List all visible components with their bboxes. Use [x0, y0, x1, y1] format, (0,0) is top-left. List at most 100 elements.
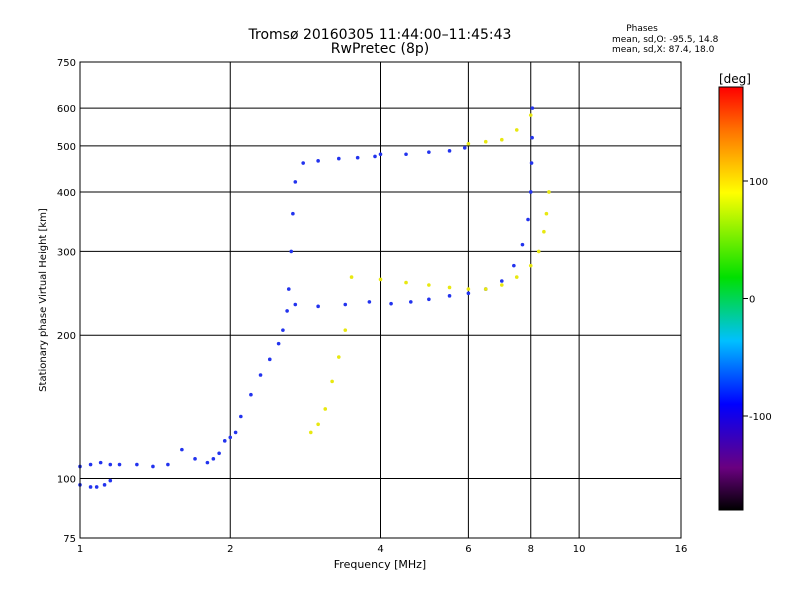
phase-stats-o: mean, sd,O: -95.5, 14.8	[612, 35, 719, 45]
y-tick-label: 500	[57, 142, 76, 153]
data-point	[447, 294, 452, 298]
data-point	[466, 141, 471, 146]
data-point	[291, 211, 295, 216]
data-point	[408, 300, 413, 304]
data-point	[337, 355, 341, 359]
data-point	[88, 485, 93, 489]
data-point	[285, 309, 289, 313]
data-point	[500, 279, 504, 283]
y-tick-label: 600	[57, 104, 76, 115]
data-point	[542, 229, 546, 234]
data-point	[222, 439, 227, 443]
x-tick-label: 4	[377, 544, 383, 555]
chart-title: Tromsø 20160305 11:44:00–11:45:43	[248, 27, 512, 43]
data-point	[276, 341, 281, 346]
data-point	[308, 430, 313, 435]
data-point	[536, 249, 541, 254]
data-point	[316, 159, 320, 163]
data-point	[462, 146, 467, 150]
data-point	[500, 137, 504, 142]
x-tick-label: 2	[227, 544, 233, 555]
data-point	[88, 462, 93, 467]
colorbar-gradient	[718, 86, 744, 511]
data-point	[233, 430, 238, 435]
grid	[80, 62, 681, 538]
data-point	[98, 460, 103, 465]
data-point	[389, 301, 393, 306]
data-point	[427, 150, 431, 154]
data-point	[349, 275, 354, 279]
data-point	[205, 460, 210, 465]
data-point	[528, 113, 533, 117]
y-tick-label: 75	[63, 534, 76, 545]
data-point	[239, 414, 243, 419]
data-point	[447, 285, 452, 290]
y-tick-label: 300	[57, 247, 76, 258]
x-tick-label: 10	[573, 544, 586, 555]
data-point	[108, 478, 113, 483]
colorbar-tick-label: -100	[749, 412, 772, 423]
data-point	[378, 152, 383, 157]
data-point	[316, 304, 320, 309]
data-point	[166, 462, 170, 467]
data-point	[500, 283, 504, 287]
y-axis-ticks: 75 100 200 300 400 500 600 750	[57, 58, 76, 545]
data-point	[267, 357, 272, 362]
data-point	[102, 483, 107, 487]
x-tick-label: 8	[528, 544, 534, 555]
x-axis-ticks: 1 2 4 6 8 10 16	[77, 544, 688, 555]
data-point	[228, 435, 233, 440]
data-point	[343, 328, 348, 332]
data-point	[217, 451, 221, 456]
colorbar-label: [deg]	[719, 72, 751, 86]
data-point	[323, 407, 328, 411]
data-point	[355, 155, 360, 160]
data-point	[180, 447, 184, 452]
data-point	[378, 277, 383, 282]
y-tick-label: 200	[57, 331, 76, 342]
data-point	[483, 139, 488, 144]
data-point	[547, 190, 551, 194]
data-point	[514, 275, 519, 279]
x-tick-label: 1	[77, 544, 83, 555]
data-point	[466, 287, 471, 291]
data-point	[316, 422, 320, 427]
data-point	[530, 106, 535, 110]
data-point	[281, 328, 285, 332]
data-point	[526, 217, 530, 222]
y-tick-label: 400	[57, 188, 76, 199]
plot-frame	[79, 61, 682, 539]
data-point	[447, 149, 452, 153]
data-point	[293, 302, 298, 307]
data-point	[520, 242, 525, 247]
data-point	[404, 152, 408, 157]
data-point	[514, 128, 519, 132]
y-tick-label: 750	[57, 58, 76, 69]
colorbar-tick-label: 100	[749, 177, 768, 188]
data-point	[135, 462, 139, 467]
data-point	[211, 457, 216, 461]
phase-stats-x: mean, sd,X: 87.4, 18.0	[612, 45, 715, 55]
data-point	[367, 300, 372, 304]
x-axis-label: Frequency [MHz]	[334, 558, 426, 571]
data-point	[528, 263, 533, 268]
x-tick-label: 6	[465, 544, 471, 555]
colorbar: [deg] 100 0 -100	[718, 72, 772, 511]
y-axis-label: Stationary phase Virtual Height [km]	[38, 208, 49, 392]
data-point	[94, 485, 99, 489]
colorbar-tick-label: 0	[749, 295, 755, 306]
y-tick-label: 100	[57, 475, 76, 486]
data-point	[466, 291, 471, 296]
data-point	[544, 211, 549, 216]
data-point	[337, 156, 341, 161]
data-point	[286, 287, 291, 291]
chart-subtitle: RwPretec (8p)	[330, 41, 430, 57]
data-point	[529, 161, 534, 165]
data-point	[528, 190, 533, 194]
x-tick-label: 16	[675, 544, 688, 555]
colorbar-ticks: 100 0 -100	[743, 177, 772, 423]
data-point	[404, 280, 408, 285]
data-point	[512, 263, 516, 268]
